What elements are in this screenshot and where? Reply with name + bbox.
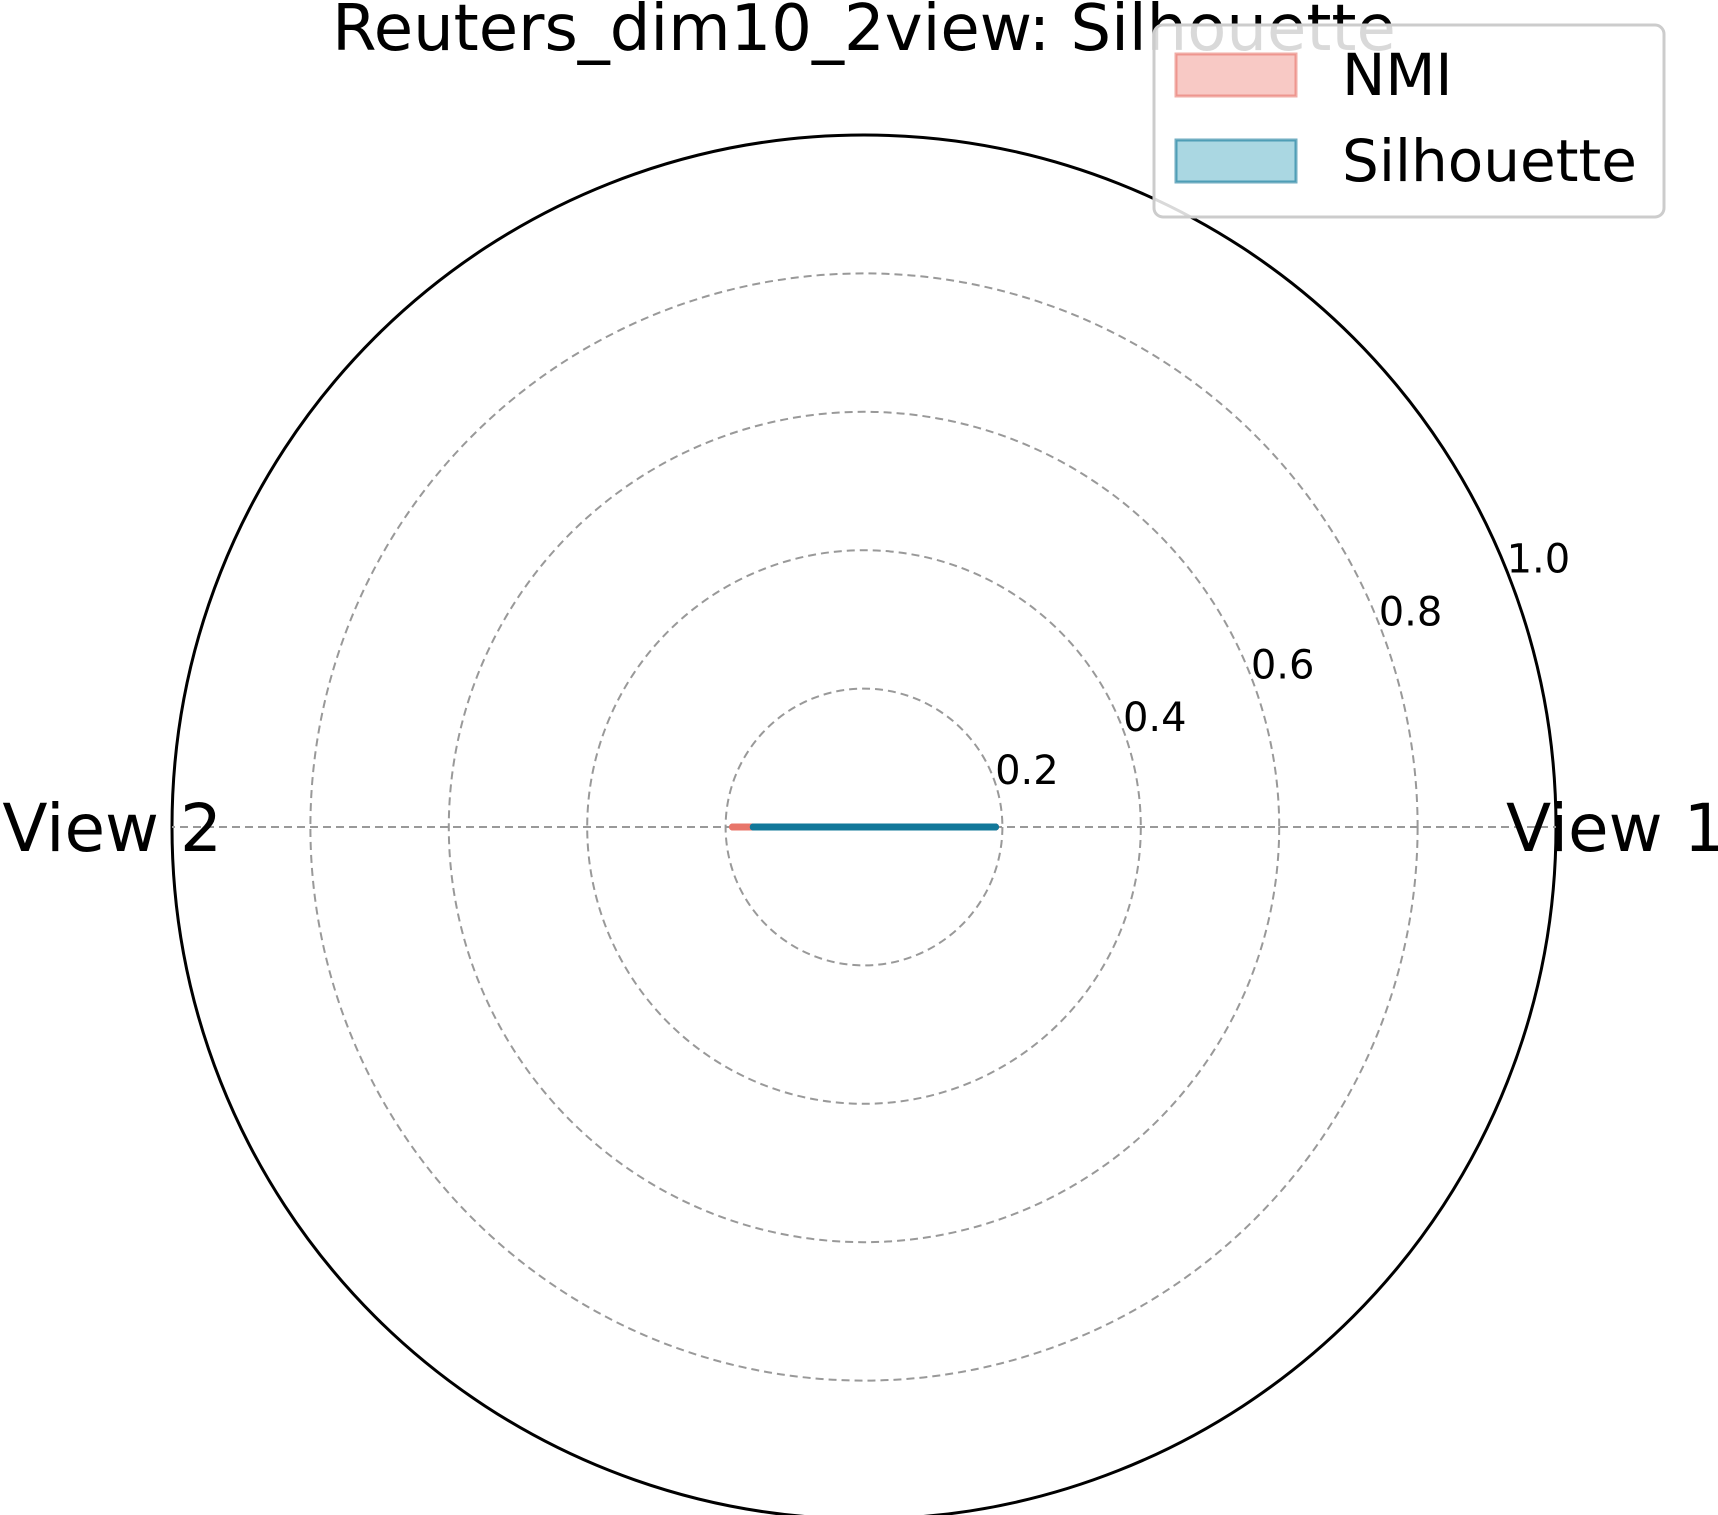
radial-tick-label: 0.8 xyxy=(1379,589,1443,635)
category-label: View 1 xyxy=(1506,790,1718,867)
radial-tick-label: 0.6 xyxy=(1251,642,1315,688)
legend-label-nmi: NMI xyxy=(1342,41,1453,109)
radial-tick-label: 0.2 xyxy=(995,748,1059,794)
series-point-silhouette xyxy=(991,823,999,831)
category-label: View 2 xyxy=(2,790,222,867)
series-layer xyxy=(729,823,999,831)
legend-swatch-nmi xyxy=(1174,52,1298,98)
legend: NMI Silhouette xyxy=(1152,23,1666,219)
radial-tick-label: 1.0 xyxy=(1507,536,1571,582)
label-layer: 0.2 0.4 0.6 0.8 1.0 View 1 View 2 xyxy=(2,536,1718,867)
series-point-silhouette xyxy=(749,823,757,831)
legend-label-silhouette: Silhouette xyxy=(1342,127,1637,195)
legend-swatch-silhouette xyxy=(1174,138,1298,184)
grid-layer xyxy=(170,133,1558,1515)
series-point-nmi xyxy=(729,823,737,831)
grid-ring-2 xyxy=(447,410,1281,1244)
radial-tick-label: 0.4 xyxy=(1123,695,1187,741)
grid-ring-0 xyxy=(724,687,1004,967)
